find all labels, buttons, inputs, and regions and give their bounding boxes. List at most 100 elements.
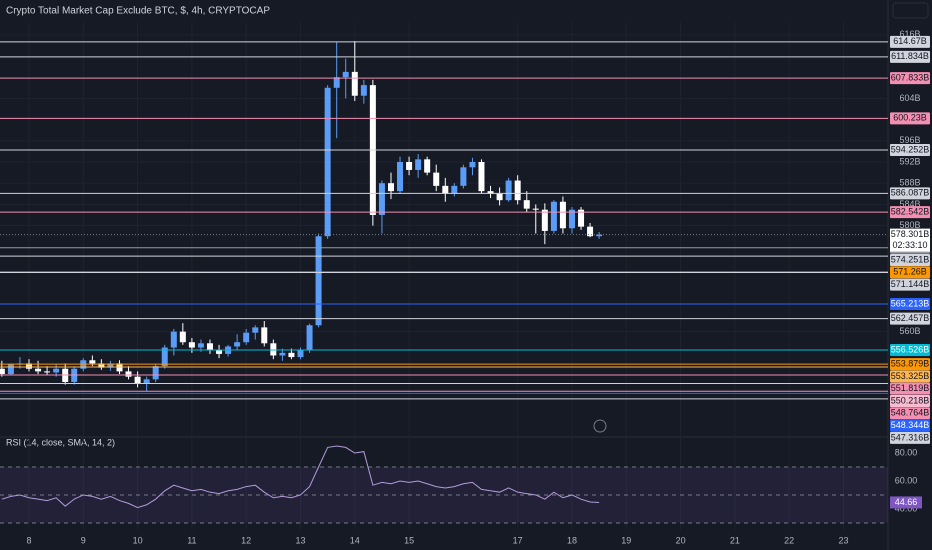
- x-tick-label: 9: [81, 535, 86, 545]
- candle-body: [424, 159, 431, 173]
- candle-body: [351, 71, 358, 96]
- x-tick-label: 17: [513, 535, 523, 545]
- candle-body: [143, 379, 150, 384]
- candle-body: [487, 191, 494, 194]
- price-label-bg: [890, 144, 930, 157]
- x-tick-label: 8: [26, 535, 31, 545]
- price-label: 614.67B: [893, 36, 927, 46]
- price-label-bg: [890, 344, 930, 357]
- price-label: 551.819B: [891, 383, 930, 393]
- candle-body: [243, 332, 250, 343]
- price-label-bg: [890, 278, 930, 291]
- candle-body: [44, 371, 51, 373]
- candle-body: [288, 352, 295, 358]
- price-label: 553.879B: [891, 358, 930, 368]
- rsi-tick-label: 80.00: [895, 447, 918, 457]
- y-tick-label: 560B: [899, 326, 920, 336]
- candle-body: [161, 347, 168, 367]
- y-tick-label: 616B: [899, 29, 920, 39]
- y-tick-label: 604B: [899, 93, 920, 103]
- candle-body: [550, 201, 557, 231]
- x-tick-label: 15: [404, 535, 414, 545]
- candle-body: [433, 172, 440, 186]
- candle-body: [188, 342, 195, 348]
- candle-body: [478, 161, 485, 192]
- rsi-line: [1, 445, 600, 509]
- price-label: 548.764B: [891, 408, 930, 418]
- rsi-tick-label: 60.00: [895, 475, 918, 485]
- price-label-bg: [890, 206, 930, 219]
- x-tick-label: 11: [187, 535, 196, 545]
- price-label: 586.087B: [891, 188, 930, 198]
- x-tick-label: 18: [567, 535, 577, 545]
- candle-body: [53, 368, 60, 373]
- rsi-last-bg: [890, 496, 922, 509]
- candle-body: [496, 193, 503, 201]
- candle-body: [514, 180, 521, 201]
- price-label-bg: [890, 253, 930, 266]
- candle-body: [252, 327, 259, 333]
- last-price-label: 578.301B: [891, 229, 930, 239]
- x-tick-label: 20: [676, 535, 686, 545]
- y-tick-label: 592B: [899, 156, 920, 166]
- candle-body: [107, 363, 114, 368]
- price-label-bg: [890, 312, 930, 325]
- candle-body: [587, 226, 594, 237]
- price-label-bg: [890, 370, 930, 383]
- price-label-bg: [890, 266, 930, 279]
- last-price-bg: [890, 228, 930, 252]
- price-label: 574.251B: [891, 254, 930, 264]
- x-tick-label: 12: [241, 535, 251, 545]
- candle-body: [559, 201, 566, 229]
- price-label: 548.344B: [891, 420, 930, 430]
- candle-body: [134, 376, 141, 384]
- price-label: 611.834B: [891, 51, 929, 61]
- price-label-bg: [890, 72, 930, 85]
- candle-body: [89, 360, 96, 364]
- candle-body: [261, 327, 268, 344]
- price-label-bg: [890, 187, 930, 200]
- price-label: 607.833B: [891, 72, 930, 82]
- candle-body: [532, 208, 539, 210]
- price-label: 556.526B: [891, 344, 930, 354]
- price-label-bg: [890, 297, 930, 310]
- event-icon[interactable]: [593, 419, 607, 433]
- price-label: 582.542B: [891, 207, 930, 217]
- price-label: 550.218B: [891, 395, 930, 405]
- price-label: 571.144B: [891, 279, 930, 289]
- candle-body: [460, 167, 467, 186]
- price-label: 553.325B: [891, 371, 930, 381]
- candle-body: [297, 350, 304, 358]
- candle-body: [306, 325, 313, 351]
- chart-title: Crypto Total Market Cap Exclude BTC, $, …: [6, 6, 270, 17]
- x-tick-label: 13: [295, 535, 305, 545]
- price-label-bg: [890, 112, 930, 125]
- candle-body: [0, 368, 5, 375]
- candle-body: [152, 366, 159, 380]
- candle-body: [451, 185, 458, 194]
- price-label-bg: [890, 419, 930, 432]
- price-label: 571.26B: [893, 267, 927, 277]
- candle-body: [342, 71, 349, 78]
- candle-body: [315, 236, 322, 326]
- candle-body: [360, 85, 367, 96]
- countdown-label: 02:33:10: [892, 240, 927, 250]
- candle-body: [324, 87, 331, 237]
- candle-body: [98, 363, 105, 368]
- candle-body: [568, 209, 575, 229]
- candle-body: [397, 161, 404, 192]
- candle-body: [415, 159, 422, 170]
- candle-body: [216, 350, 223, 354]
- candle-body: [234, 342, 241, 347]
- x-tick-label: 19: [621, 535, 631, 545]
- candle-body: [442, 185, 449, 194]
- x-tick-label: 22: [784, 535, 794, 545]
- candle-body: [505, 180, 512, 201]
- candle-body: [125, 371, 132, 377]
- candle-body: [388, 183, 395, 192]
- price-label-bg: [890, 358, 930, 371]
- menu-button[interactable]: [892, 2, 929, 19]
